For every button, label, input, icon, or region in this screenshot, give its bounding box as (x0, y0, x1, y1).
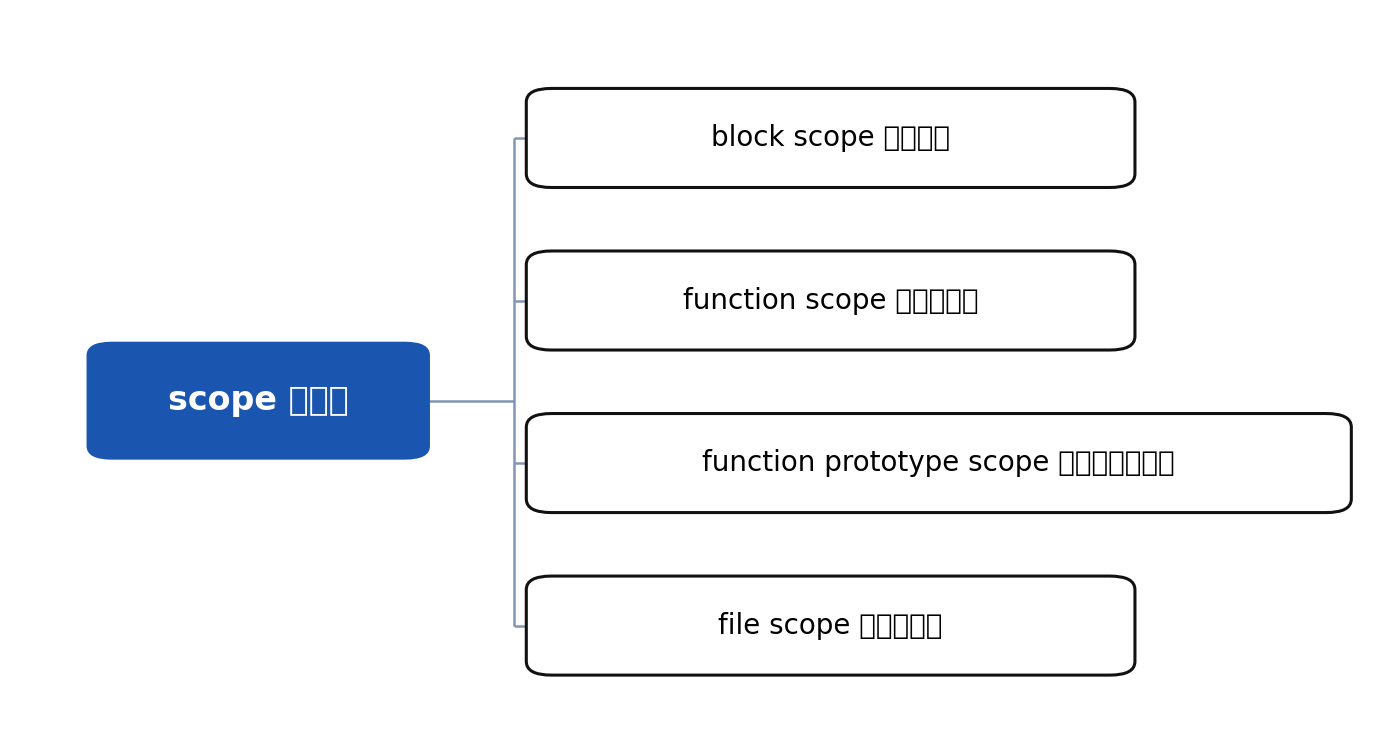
Text: block scope 块作用域: block scope 块作用域 (711, 124, 951, 152)
Text: scope 作用域: scope 作用域 (168, 384, 349, 417)
FancyBboxPatch shape (526, 88, 1135, 187)
Text: function scope 函数作用域: function scope 函数作用域 (683, 287, 979, 314)
FancyBboxPatch shape (526, 251, 1135, 350)
FancyBboxPatch shape (87, 342, 430, 460)
FancyBboxPatch shape (526, 414, 1351, 513)
Text: file scope 文件作用域: file scope 文件作用域 (719, 612, 942, 640)
FancyBboxPatch shape (526, 576, 1135, 675)
Text: function prototype scope 函数原型作用域: function prototype scope 函数原型作用域 (702, 449, 1175, 477)
